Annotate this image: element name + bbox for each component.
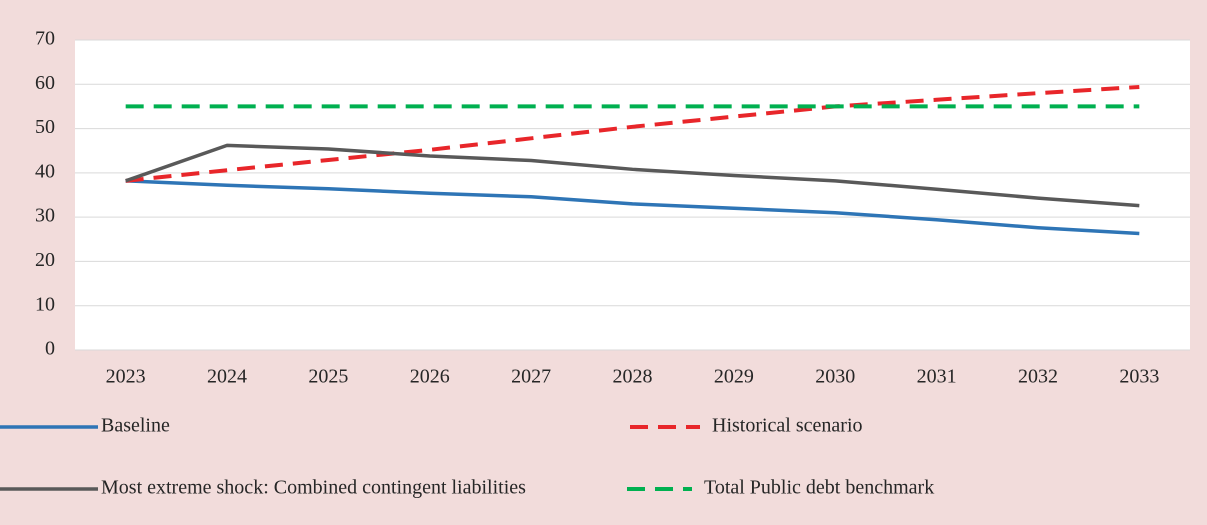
x-tick-label: 2026 xyxy=(410,366,450,388)
y-tick-label: 40 xyxy=(35,160,55,182)
plot-area xyxy=(75,40,1190,350)
y-tick-label: 0 xyxy=(45,338,55,360)
legend-label: Historical scenario xyxy=(712,415,863,437)
x-tick-label: 2027 xyxy=(511,366,551,388)
x-tick-label: 2033 xyxy=(1119,366,1159,388)
series-line xyxy=(125,84,1140,183)
x-tick-label: 2030 xyxy=(815,366,855,388)
y-tick-label: 50 xyxy=(35,116,55,138)
y-tick-label: 10 xyxy=(35,293,55,315)
y-tick-label: 60 xyxy=(35,72,55,94)
x-tick-label: 2023 xyxy=(106,366,146,388)
x-tick-label: 2032 xyxy=(1018,366,1058,388)
y-tick-label: 30 xyxy=(35,205,55,227)
series-line xyxy=(125,143,1140,208)
x-tick-label: 2025 xyxy=(308,366,348,388)
legend-label: Baseline xyxy=(101,415,170,437)
y-tick-label: 70 xyxy=(35,28,55,50)
x-tick-label: 2031 xyxy=(917,366,957,388)
x-tick-label: 2029 xyxy=(714,366,754,388)
x-tick-label: 2024 xyxy=(207,366,247,388)
legend-label: Total Public debt benchmark xyxy=(704,477,934,499)
series-line xyxy=(125,179,1140,236)
x-tick-label: 2028 xyxy=(613,366,653,388)
legend-label: Most extreme shock: Combined contingent … xyxy=(101,477,526,499)
y-tick-label: 20 xyxy=(35,249,55,271)
